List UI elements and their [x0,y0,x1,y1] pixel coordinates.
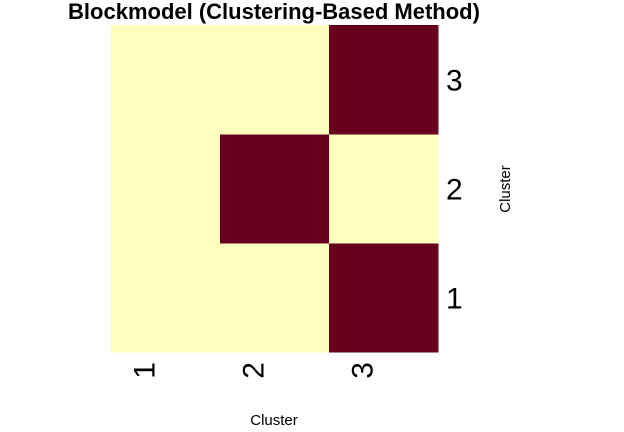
x-tick-label-2: 2 [238,362,271,379]
x-axis-label: Cluster [250,412,298,429]
x-tick-label-1: 1 [129,362,162,379]
x-tick-label-3: 3 [347,362,380,379]
heatmap-cell-r3-c1 [111,25,221,135]
heatmap-cells [111,25,439,353]
heatmap-cell-r1-c2 [220,243,330,353]
heatmap-cell-r3-c2 [220,25,330,135]
heatmap-cell-r1-c1 [111,243,221,353]
heatmap-cell-r2-c2 [220,134,330,244]
heatmap-cell-r3-c3 [329,25,439,135]
x-tick-labels: 1 2 3 [129,362,380,379]
y-tick-labels: 1 2 3 [446,65,463,316]
y-axis-label: Cluster [497,165,514,213]
heatmap-cell-r2-c1 [111,134,221,244]
heatmap-cell-r2-c3 [329,134,439,244]
chart-title: Blockmodel (Clustering-Based Method) [68,0,480,24]
y-tick-label-1: 1 [446,283,463,316]
y-tick-label-3: 3 [446,65,463,98]
heatmap-cell-r1-c3 [329,243,439,353]
y-tick-label-2: 2 [446,174,463,207]
